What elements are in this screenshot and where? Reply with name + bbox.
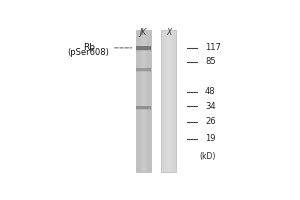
Bar [163, 30, 164, 172]
Bar [168, 30, 169, 172]
Bar [147, 30, 148, 172]
Text: (pSer608): (pSer608) [68, 48, 110, 57]
Bar [139, 30, 140, 172]
Bar [143, 30, 144, 172]
Bar [150, 30, 151, 172]
Bar [136, 46, 151, 50]
Text: X: X [166, 28, 172, 37]
Text: 85: 85 [205, 57, 215, 66]
Bar [161, 30, 176, 172]
Text: (kD): (kD) [199, 152, 215, 161]
Bar [140, 30, 141, 172]
Bar [136, 30, 151, 172]
Text: Rb: Rb [83, 43, 95, 52]
Bar [148, 30, 149, 172]
Text: 19: 19 [205, 134, 215, 143]
Bar [137, 30, 138, 172]
Bar [149, 30, 150, 172]
Bar [164, 30, 165, 172]
Bar [162, 30, 163, 172]
Text: JK: JK [140, 28, 147, 37]
Bar [136, 30, 137, 172]
Bar [136, 109, 151, 110]
Bar [136, 106, 151, 109]
Bar [161, 30, 162, 172]
Bar [172, 30, 173, 172]
Bar [173, 30, 174, 172]
Bar [136, 68, 151, 71]
Bar [174, 30, 175, 172]
Text: 26: 26 [205, 117, 215, 126]
Bar [136, 71, 151, 72]
Text: 48: 48 [205, 87, 215, 96]
Bar [145, 30, 146, 172]
Bar [144, 30, 145, 172]
Text: 117: 117 [205, 43, 221, 52]
Bar [175, 30, 176, 172]
Bar [142, 30, 143, 172]
Bar [146, 30, 147, 172]
Bar [170, 30, 171, 172]
Bar [165, 30, 166, 172]
Bar [136, 50, 151, 51]
Text: 34: 34 [205, 102, 215, 111]
Bar [141, 30, 142, 172]
Bar [169, 30, 170, 172]
Bar [167, 30, 168, 172]
Bar [138, 30, 139, 172]
Bar [171, 30, 172, 172]
